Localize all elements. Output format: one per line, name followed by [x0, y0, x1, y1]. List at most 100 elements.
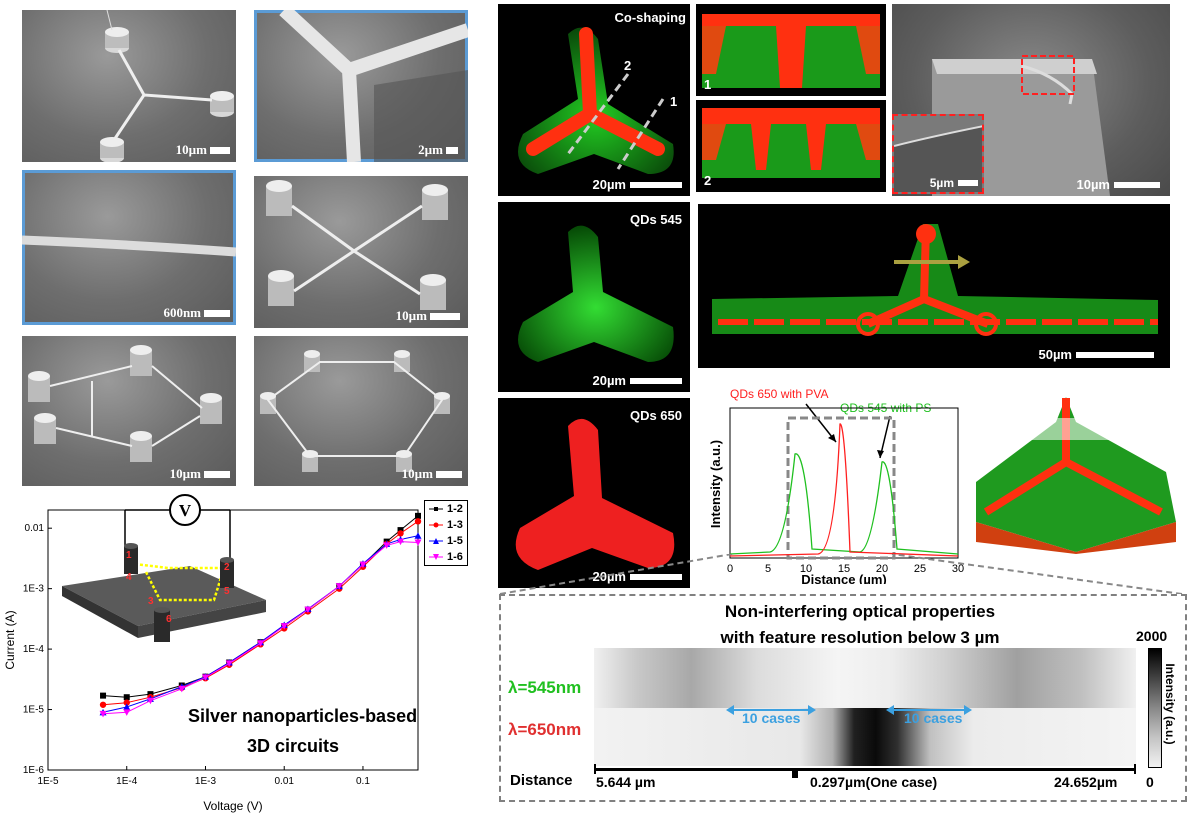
profile-xtick: 20	[876, 563, 888, 575]
intensity-profile-chart: QDs 650 with PVA QDs 545 with PS 0 5 10 …	[708, 387, 964, 584]
y-tick-label: 0.01	[25, 523, 45, 534]
circuit-microstructure	[28, 345, 222, 462]
x-axis-label: Voltage (V)	[203, 799, 262, 813]
iv-chart: 1E-5 1E-4 1E-3 0.01 0.10.011E-31E-41E-51E-6 …	[3, 494, 422, 813]
profile-xtick: 0	[727, 563, 733, 575]
cases-arrows	[726, 705, 972, 715]
scale-bar: 600nm	[163, 305, 230, 321]
plot-frame	[47, 509, 419, 771]
y-tick-label: 1E-6	[23, 765, 45, 776]
series-line-1-5	[102, 535, 419, 713]
cases-left-label: 10 cases	[742, 710, 801, 726]
profile-xtick: 15	[838, 563, 850, 575]
dist-start: 5.644 µm	[596, 774, 656, 790]
data-point-1-6	[178, 685, 186, 693]
sem-panel-e: 10µm	[22, 336, 236, 486]
data-point-1-2	[415, 512, 421, 519]
cross-section-1-image	[702, 14, 880, 88]
data-point-1-6	[225, 660, 233, 667]
legend-item-1-3: 1-3	[425, 517, 467, 533]
y-tick-label: 1E-4	[23, 644, 45, 655]
distance-label: Distance	[510, 772, 573, 789]
optical-title-2: with feature resolution below 3 µm	[720, 628, 1000, 647]
inset-scale-bar: 5µm	[930, 176, 978, 190]
data-point-1-2	[123, 694, 130, 701]
colorbar-label: Intensity (a.u.)	[1163, 663, 1177, 745]
optical-properties-panel	[499, 594, 1187, 802]
circuit-title-2: 3D circuits	[247, 736, 339, 756]
pillar-label-1: 1	[126, 550, 132, 561]
data-point-1-6	[359, 561, 367, 569]
profile-xtick: 30	[952, 563, 964, 575]
data-point-1-6	[280, 623, 288, 630]
pillar-label-5: 5	[224, 586, 230, 597]
qd545-label: QDs 545	[629, 212, 682, 227]
qd650-label: QDs 650	[629, 408, 682, 423]
circuit-title-1: Silver nanoparticles-based	[188, 706, 417, 726]
scale-bar: 10µm	[170, 466, 230, 482]
legend-item-1-5: 1-5	[425, 533, 467, 549]
colorbar-max: 2000	[1136, 628, 1168, 644]
series-line-1-6	[102, 541, 419, 715]
profile-ylabel: Intensity (a.u.)	[708, 440, 723, 528]
coshaping-label: Co-shaping	[614, 10, 687, 25]
legend-item-1-2: 1-2	[425, 501, 467, 517]
x-tick-label: 0.1	[356, 776, 370, 787]
sem-panel-c: 600nm	[22, 170, 236, 325]
data-point-1-6	[257, 640, 265, 647]
x-tick-label: 1E-4	[116, 776, 138, 787]
profile-xtick: 10	[800, 563, 812, 575]
profile-xtick: 5	[765, 563, 771, 575]
sem-inset: 5µm	[892, 114, 984, 194]
x-tick-label: 0.01	[274, 776, 294, 787]
data-point-1-3	[99, 701, 107, 708]
pillar-label-6: 6	[166, 614, 172, 625]
scale-bar: 10µm	[402, 466, 462, 482]
data-point-1-5	[414, 532, 422, 539]
distance-axis-start-tick	[594, 764, 596, 774]
coshaping-panel: Co-shaping 2 1 20µm	[498, 4, 690, 196]
legend-item-1-6: 1-6	[425, 549, 467, 565]
chart-legend: 1-2 1-3 1-5 1-6	[424, 500, 468, 566]
data-point-1-6	[383, 542, 391, 549]
qd545-image	[518, 225, 674, 362]
dist-end: 24.652µm	[1054, 774, 1118, 790]
junction-closeup	[279, 10, 468, 162]
pillar-label-2: 2	[224, 562, 230, 573]
tripod-microstructure	[100, 10, 234, 162]
data-point-1-6	[123, 709, 131, 716]
scale-bar: 10µm	[176, 142, 230, 158]
profile-xlabel: Distance (µm)	[801, 572, 887, 584]
x-tick-label: 1E-3	[195, 776, 217, 787]
dist-mid: 0.297µm(One case)	[810, 774, 938, 790]
cross-section-1: 1	[696, 4, 886, 96]
data-point-1-3	[397, 530, 404, 537]
sem-panel-b: 2µm	[254, 10, 468, 162]
data-point-1-6	[397, 538, 405, 546]
scale-bar: 20µm	[592, 177, 682, 192]
row-label-545: λ=545nm	[508, 678, 582, 697]
data-point-1-6	[146, 697, 154, 705]
data-point-1-2	[100, 692, 107, 699]
y-tick-label: 1E-3	[23, 584, 45, 595]
annotation-red: QDs 650 with PVA	[730, 387, 828, 401]
qd650-image	[515, 418, 675, 570]
wide-coshaping-panel: 50µm	[698, 204, 1170, 368]
nanowire-closeup	[22, 235, 236, 257]
x-tick-label: 1E-5	[37, 776, 59, 787]
voltmeter-label: V	[179, 501, 192, 520]
cross-section-2: 2	[696, 100, 886, 192]
scale-bar: 2µm	[418, 142, 458, 158]
one-case-marker	[792, 770, 798, 778]
colorbar	[1148, 648, 1162, 768]
data-point-1-6	[335, 583, 343, 590]
colorbar-min: 0	[1146, 774, 1154, 790]
surface-3d-panel	[966, 392, 1186, 554]
data-point-1-3	[123, 699, 130, 706]
x-microstructure	[266, 180, 448, 310]
cross-section-2-image	[702, 108, 880, 178]
hexagon-microstructure	[260, 350, 450, 472]
scale-bar: 20µm	[592, 569, 682, 584]
scale-bar: 20µm	[592, 373, 682, 388]
zoom-lines	[499, 554, 1183, 594]
